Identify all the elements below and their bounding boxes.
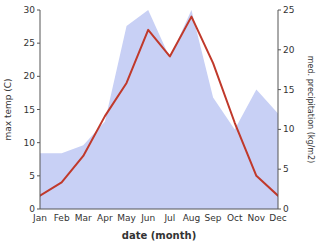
y2-tick-label: 15 xyxy=(283,85,294,95)
x-tick-label: Jan xyxy=(32,213,47,223)
precip-area xyxy=(40,10,278,209)
x-tick-label: Jun xyxy=(140,213,155,223)
x-tick-label: Oct xyxy=(227,213,243,223)
y-tick-label: 5 xyxy=(29,171,35,181)
y2-tick xyxy=(278,10,281,11)
y2-tick-label: 5 xyxy=(283,164,289,174)
y2-tick-label: 25 xyxy=(283,5,294,15)
x-tick-label: Aug xyxy=(183,213,201,223)
y-tick-label: 25 xyxy=(24,38,35,48)
x-tick-label: Apr xyxy=(97,213,113,223)
y2-tick-label: 20 xyxy=(283,45,295,55)
x-tick-label: Feb xyxy=(54,213,70,223)
temp-line xyxy=(40,17,278,196)
x-tick-label: Nov xyxy=(248,213,266,223)
y2-tick xyxy=(278,129,281,130)
plot-area xyxy=(40,10,278,209)
y-tick xyxy=(37,43,40,44)
y2-axis-label: med. precipitation (kg/m2) xyxy=(306,56,315,163)
y-tick-label: 20 xyxy=(24,71,36,81)
y-tick-label: 10 xyxy=(24,138,36,148)
x-tick-label: May xyxy=(117,213,136,223)
y2-tick xyxy=(278,209,281,210)
y-tick xyxy=(37,175,40,176)
y-tick xyxy=(37,109,40,110)
axes: JanFebMarAprMayJunJulAugSepOctNovDec0510… xyxy=(24,5,295,223)
y2-tick xyxy=(278,49,281,50)
y-tick xyxy=(37,10,40,11)
y2-tick xyxy=(278,89,281,90)
y-tick xyxy=(37,142,40,143)
y-tick-label: 30 xyxy=(24,5,36,15)
y2-tick-label: 10 xyxy=(283,124,295,134)
y-tick-label: 15 xyxy=(24,105,35,115)
y-tick xyxy=(37,209,40,210)
x-axis-label: date (month) xyxy=(122,230,196,241)
x-tick-label: Mar xyxy=(75,213,92,223)
y2-axis-line xyxy=(278,10,279,209)
y-tick-label: 0 xyxy=(29,204,35,214)
x-axis-line xyxy=(40,209,278,210)
y2-tick-label: 0 xyxy=(283,204,289,214)
x-tick-label: Jul xyxy=(163,213,175,223)
x-tick-label: Dec xyxy=(269,213,286,223)
y-axis-label: max temp (C) xyxy=(3,78,13,140)
chart: JanFebMarAprMayJunJulAugSepOctNovDec0510… xyxy=(0,0,318,247)
x-tick-label: Sep xyxy=(205,213,222,223)
y-tick xyxy=(37,76,40,77)
y2-tick xyxy=(278,169,281,170)
